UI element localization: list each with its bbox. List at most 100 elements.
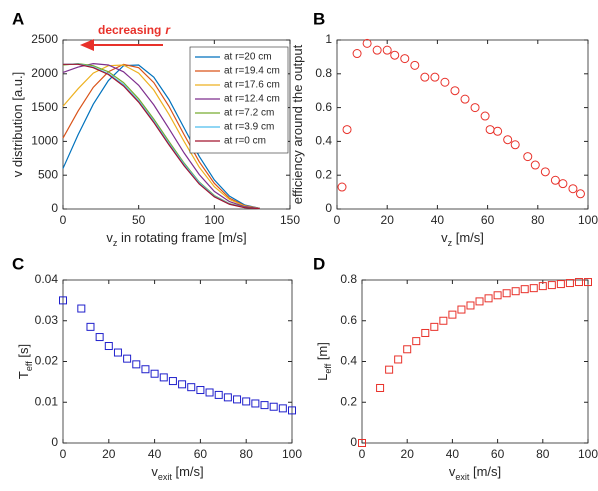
- point: [269, 402, 278, 411]
- point: [430, 72, 440, 82]
- series-line: [62, 63, 260, 210]
- x-tick-label: 80: [531, 213, 545, 227]
- point: [430, 322, 439, 331]
- legend-label: at r=17.6 cm: [224, 80, 280, 91]
- point: [460, 94, 470, 104]
- point: [538, 282, 547, 291]
- point: [104, 342, 113, 351]
- y-axis-label-part: eff: [323, 363, 333, 373]
- x-axis-label-part: v: [106, 230, 113, 245]
- point: [502, 289, 511, 298]
- point: [159, 373, 168, 382]
- x-tick-label: 0: [60, 213, 67, 227]
- point: [574, 278, 583, 287]
- y-axis-label-part: L: [315, 374, 330, 381]
- x-axis-label-part: v: [441, 230, 448, 245]
- legend-label: at r=0 cm: [224, 136, 266, 147]
- point: [385, 365, 394, 374]
- x-tick-label: 20: [401, 447, 415, 461]
- point: [337, 182, 347, 192]
- point: [288, 406, 296, 415]
- point: [77, 304, 86, 313]
- point: [493, 126, 503, 136]
- panel-letter: A: [12, 9, 24, 28]
- point: [556, 280, 565, 289]
- point: [358, 439, 366, 447]
- point: [523, 152, 533, 162]
- point: [251, 399, 260, 408]
- x-axis-label-part: [m/s]: [452, 230, 484, 245]
- point: [410, 60, 420, 70]
- y-tick-label: 0.8: [340, 272, 357, 286]
- annotation-part: decreasing: [98, 23, 161, 37]
- y-axis-label: Teff [s]: [16, 344, 34, 379]
- y-tick-label: 0.2: [340, 394, 357, 408]
- point: [178, 380, 187, 389]
- y-axis-label-part: v distribution [a.u.]: [10, 72, 25, 178]
- annotation-part: r: [165, 23, 171, 37]
- point: [575, 189, 585, 199]
- series-line: [62, 64, 260, 209]
- x-tick-label: 40: [446, 447, 460, 461]
- y-tick-label: 500: [38, 167, 58, 181]
- y-tick-label: 0.04: [35, 272, 59, 286]
- y-tick-label: 2000: [31, 66, 58, 80]
- panel-letter: D: [313, 254, 325, 273]
- y-tick-label: 0: [325, 201, 332, 215]
- point: [530, 160, 540, 170]
- y-tick-label: 2500: [31, 32, 58, 46]
- point: [440, 77, 450, 87]
- legend-label: at r=3.9 cm: [224, 122, 274, 133]
- x-axis-label-part: in rotating frame [m/s]: [117, 230, 246, 245]
- panel: C 0 20 40 60 80 100 0 0.01 0.02 0.03 0.04 vexit [m/s…: [12, 254, 302, 482]
- point: [362, 38, 372, 48]
- x-tick-label: 0: [334, 213, 341, 227]
- x-tick-label: 50: [132, 213, 146, 227]
- point: [540, 167, 550, 177]
- y-tick-label: 1: [325, 32, 332, 46]
- x-tick-label: 60: [194, 447, 208, 461]
- point: [59, 296, 67, 305]
- point: [150, 369, 159, 378]
- legend-label: at r=7.2 cm: [224, 108, 274, 119]
- x-tick-label: 40: [148, 447, 162, 461]
- y-tick-label: 0.01: [35, 394, 59, 408]
- point: [242, 397, 251, 406]
- y-axis-label: v distribution [a.u.]: [10, 72, 25, 178]
- x-axis-label-part: z: [448, 238, 453, 248]
- point: [123, 354, 132, 363]
- x-tick-label: 150: [280, 213, 300, 227]
- point: [223, 393, 232, 402]
- point: [400, 54, 410, 64]
- point: [439, 316, 448, 325]
- series-line: [63, 63, 260, 210]
- point: [95, 333, 104, 342]
- point: [565, 279, 574, 288]
- point: [141, 365, 150, 374]
- x-tick-label: 60: [481, 213, 495, 227]
- y-tick-label: 0.8: [315, 66, 332, 80]
- point: [372, 45, 382, 55]
- y-axis-label: efficiency around the output: [290, 44, 305, 204]
- point: [342, 125, 352, 135]
- point: [382, 45, 392, 55]
- point: [457, 305, 466, 314]
- y-axis-label: Leff [m]: [315, 342, 333, 381]
- y-axis-label-part: efficiency around the output: [290, 44, 305, 204]
- y-tick-label: 1000: [31, 134, 58, 148]
- y-tick-label: 0.2: [315, 167, 332, 181]
- x-tick-label: 100: [578, 447, 598, 461]
- annotation: decreasing r: [98, 23, 171, 37]
- point: [196, 386, 205, 395]
- point: [475, 297, 484, 306]
- x-axis-label-part: exit: [158, 472, 173, 482]
- x-tick-label: 80: [536, 447, 550, 461]
- y-tick-label: 0.4: [315, 134, 332, 148]
- y-tick-label: 0.03: [35, 313, 59, 327]
- series-line: [62, 63, 260, 209]
- point: [484, 294, 493, 303]
- x-axis-label: vz in rotating frame [m/s]: [106, 230, 246, 248]
- point: [520, 285, 529, 294]
- y-tick-label: 0: [350, 435, 357, 449]
